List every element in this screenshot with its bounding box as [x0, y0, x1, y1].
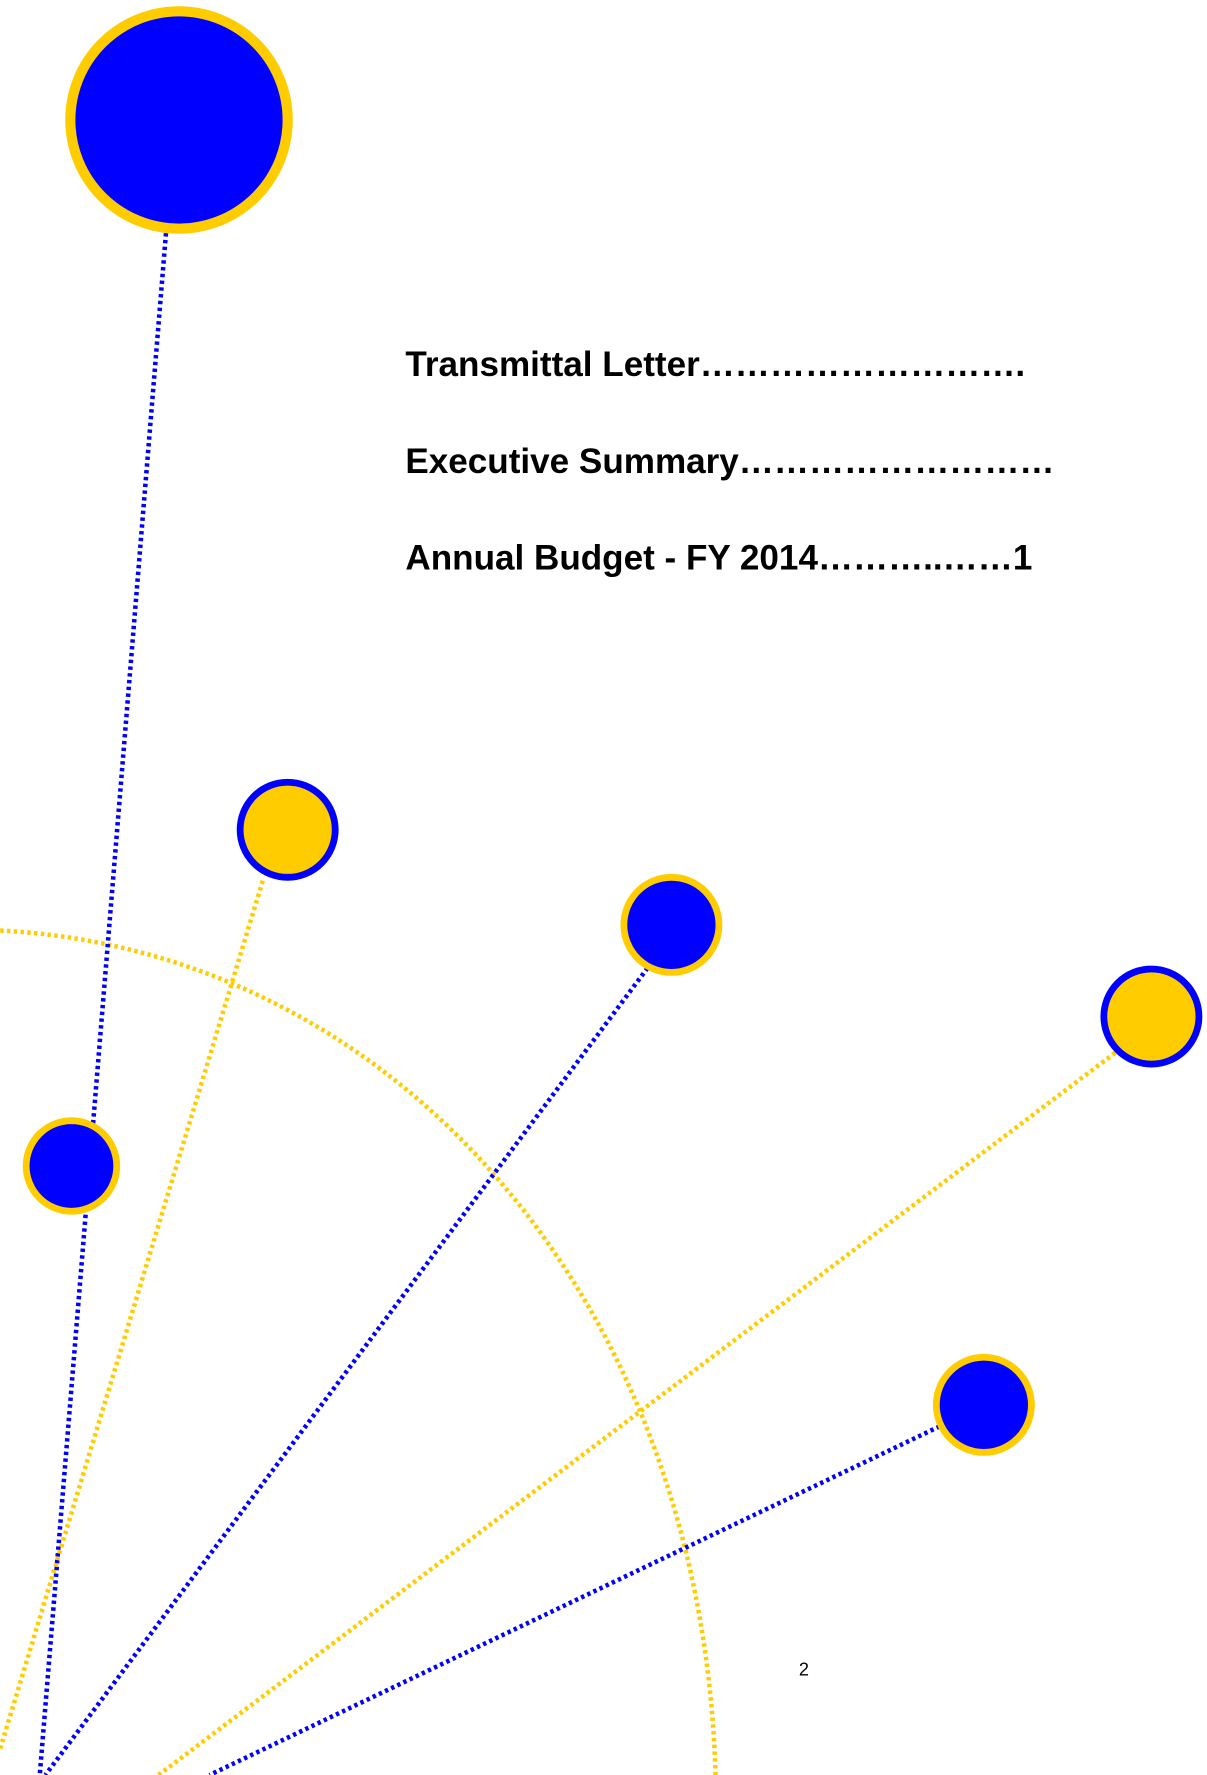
toc-entry: Transmittal Letter……………………….: [405, 345, 1025, 384]
toc-entry: Annual Budget - FY 2014………..……1: [405, 538, 1032, 577]
circle: [936, 1357, 1031, 1452]
document-page: Transmittal Letter………………………. Executive S…: [0, 0, 1207, 1775]
toc-entry: Executive Summary………………………: [405, 442, 1054, 481]
line: [45, 968, 647, 1775]
line: [210, 1426, 940, 1775]
line: [40, 226, 167, 1775]
circle: [624, 877, 719, 972]
circle: [70, 11, 287, 228]
circle: [240, 782, 335, 877]
line: [0, 881, 263, 1749]
arc: [0, 931, 715, 1775]
circle: [1104, 969, 1199, 1064]
decoration: [0, 11, 1199, 1775]
circle: [26, 1121, 117, 1212]
page: Transmittal Letter………………………. Executive S…: [0, 0, 1207, 1775]
page-number: 2: [799, 1659, 809, 1679]
